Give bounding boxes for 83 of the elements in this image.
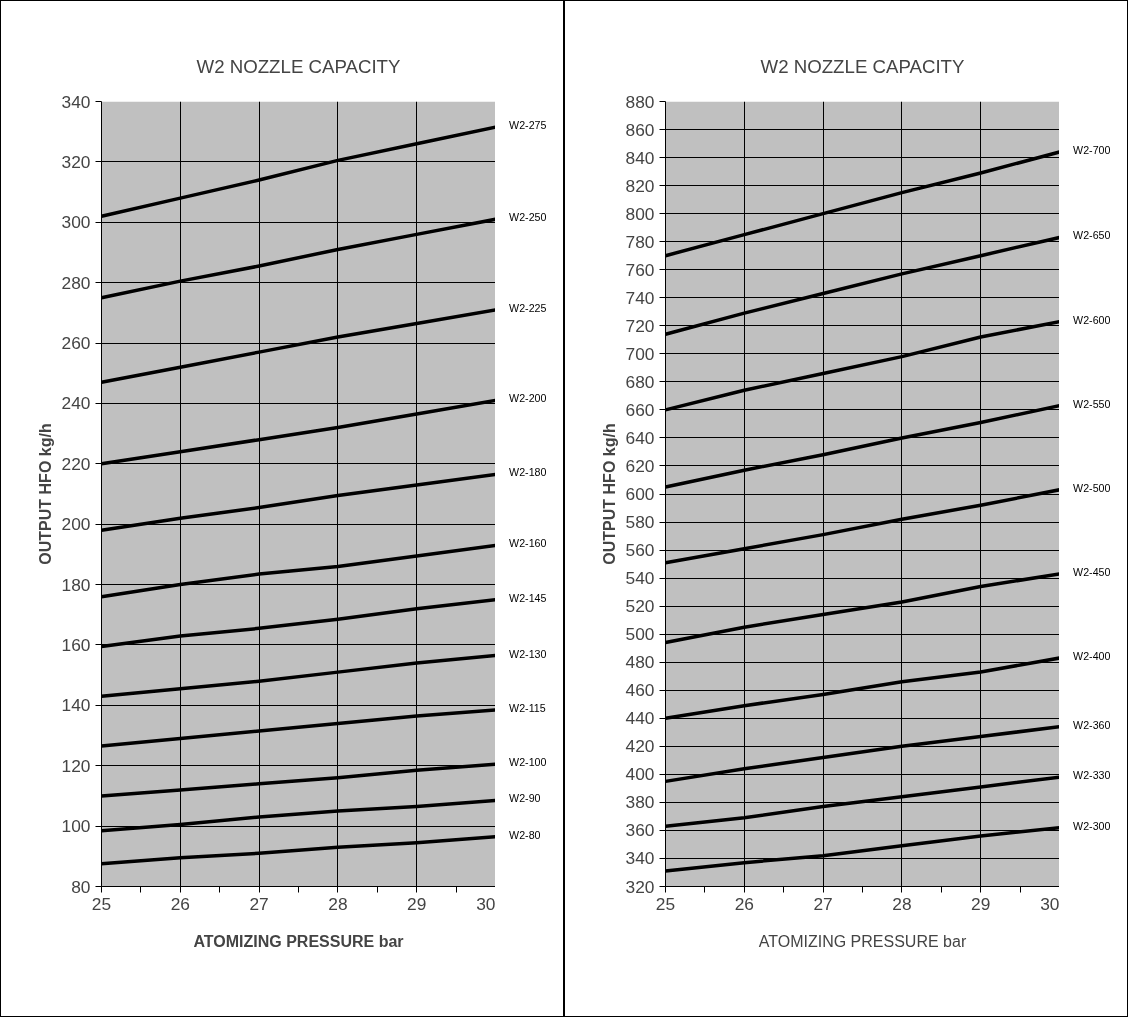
series-label: W2-500	[1073, 481, 1111, 494]
y-tick-label: 800	[625, 203, 655, 224]
series-label: W2-550	[1073, 397, 1111, 410]
y-tick-label: 620	[625, 455, 655, 476]
y-tick-label: 760	[625, 259, 655, 280]
y-tick-label: 460	[625, 680, 655, 701]
x-tick-label: 30	[1040, 893, 1060, 914]
y-tick-label: 860	[625, 119, 655, 140]
x-tick-label: 25	[655, 893, 676, 914]
y-tick-label: 520	[625, 596, 655, 617]
y-tick-label: 560	[625, 540, 655, 561]
y-tick-label: 780	[625, 231, 655, 252]
y-tick-label: 100	[61, 816, 91, 837]
series-label: W2-200	[509, 392, 547, 405]
series-label: W2-360	[1073, 718, 1111, 731]
series-label: W2-330	[1073, 769, 1111, 782]
y-tick-label: 680	[625, 371, 655, 392]
y-tick-label: 340	[61, 91, 91, 112]
series-label: W2-130	[509, 647, 547, 660]
x-tick-label: 27	[813, 893, 833, 914]
y-tick-label: 580	[625, 512, 655, 533]
x-tick-label: 29	[971, 893, 991, 914]
x-tick-label: 25	[91, 893, 112, 914]
series-label: W2-80	[509, 828, 541, 841]
y-tick-label: 420	[625, 736, 655, 757]
series-label: W2-650	[1073, 229, 1111, 242]
y-tick-label: 220	[61, 453, 91, 474]
y-tick-label: 640	[625, 427, 655, 448]
y-tick-label: 140	[61, 695, 91, 716]
x-tick-label: 28	[328, 893, 348, 914]
y-tick-label: 160	[61, 634, 91, 655]
y-tick-label: 660	[625, 399, 655, 420]
y-tick-label: 240	[61, 393, 91, 414]
y-axis-title: OUTPUT HFO kg/h	[36, 423, 54, 565]
series-label: W2-450	[1073, 565, 1111, 578]
y-tick-label: 320	[625, 876, 655, 897]
series-label: W2-700	[1073, 143, 1111, 156]
y-tick-label: 280	[61, 272, 91, 293]
y-tick-label: 480	[625, 652, 655, 673]
y-tick-label: 340	[625, 848, 655, 869]
y-tick-label: 540	[625, 568, 655, 589]
series-label: W2-300	[1073, 819, 1111, 832]
y-axis-title: OUTPUT HFO kg/h	[600, 423, 618, 565]
series-label: W2-250	[509, 211, 547, 224]
y-tick-label: 400	[625, 764, 655, 785]
y-tick-label: 880	[625, 91, 655, 112]
y-tick-label: 600	[625, 484, 655, 504]
chart-title: W2 NOZZLE CAPACITY	[196, 55, 401, 77]
y-tick-label: 720	[625, 315, 655, 336]
y-tick-label: 120	[61, 755, 91, 776]
x-axis-title: ATOMIZING PRESSURE bar	[193, 932, 404, 950]
x-tick-label: 26	[170, 893, 190, 914]
series-label: W2-225	[509, 301, 547, 314]
x-axis-title: ATOMIZING PRESSURE bar	[758, 932, 967, 950]
series-label: W2-180	[509, 466, 547, 479]
x-tick-label: 28	[892, 893, 912, 914]
y-tick-label: 380	[625, 792, 655, 813]
y-tick-label: 840	[625, 147, 655, 168]
y-tick-label: 200	[61, 514, 91, 535]
x-tick-label: 29	[407, 893, 427, 914]
series-label: W2-160	[509, 537, 547, 550]
y-tick-label: 740	[625, 287, 655, 308]
y-tick-label: 300	[61, 212, 91, 233]
x-tick-label: 26	[734, 893, 754, 914]
y-tick-label: 80	[71, 876, 91, 897]
y-tick-label: 700	[625, 343, 655, 364]
series-label: W2-400	[1073, 650, 1111, 663]
y-tick-label: 440	[625, 708, 655, 729]
series-label: W2-600	[1073, 313, 1111, 326]
series-label: W2-115	[509, 701, 546, 714]
y-tick-label: 820	[625, 175, 655, 196]
x-tick-label: 30	[476, 893, 496, 914]
y-tick-label: 360	[625, 820, 655, 841]
y-tick-label: 260	[61, 333, 91, 354]
y-tick-label: 180	[61, 574, 91, 595]
y-tick-label: 500	[625, 624, 655, 645]
series-label: W2-145	[509, 591, 547, 604]
chart-title: W2 NOZZLE CAPACITY	[760, 55, 965, 77]
series-label: W2-100	[509, 756, 547, 769]
series-label: W2-90	[509, 792, 541, 805]
series-label: W2-275	[509, 119, 547, 132]
x-tick-label: 27	[249, 893, 269, 914]
y-tick-label: 320	[61, 151, 91, 172]
